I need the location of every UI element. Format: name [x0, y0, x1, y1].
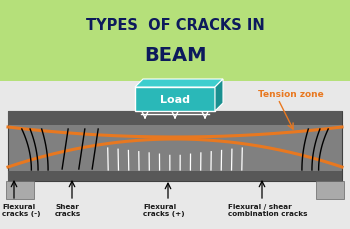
Text: Flexural / shear
combination cracks: Flexural / shear combination cracks — [228, 203, 308, 217]
Text: Load: Load — [160, 95, 190, 105]
Text: BEAM: BEAM — [144, 46, 206, 65]
Bar — [8, 171, 342, 181]
Bar — [6, 181, 34, 199]
Polygon shape — [135, 80, 223, 88]
Bar — [135, 88, 215, 112]
Bar — [8, 112, 342, 181]
Polygon shape — [215, 80, 223, 112]
Text: Flexural
cracks (-): Flexural cracks (-) — [2, 203, 41, 217]
Text: Flexural
cracks (+): Flexural cracks (+) — [143, 203, 185, 217]
Text: TYPES  OF CRACKS IN: TYPES OF CRACKS IN — [86, 18, 264, 33]
Bar — [8, 112, 342, 125]
Bar — [0, 82, 350, 229]
Text: Shear
cracks: Shear cracks — [55, 203, 81, 217]
Bar — [0, 0, 350, 82]
Bar — [316, 181, 344, 199]
Text: Tension zone: Tension zone — [258, 90, 324, 98]
